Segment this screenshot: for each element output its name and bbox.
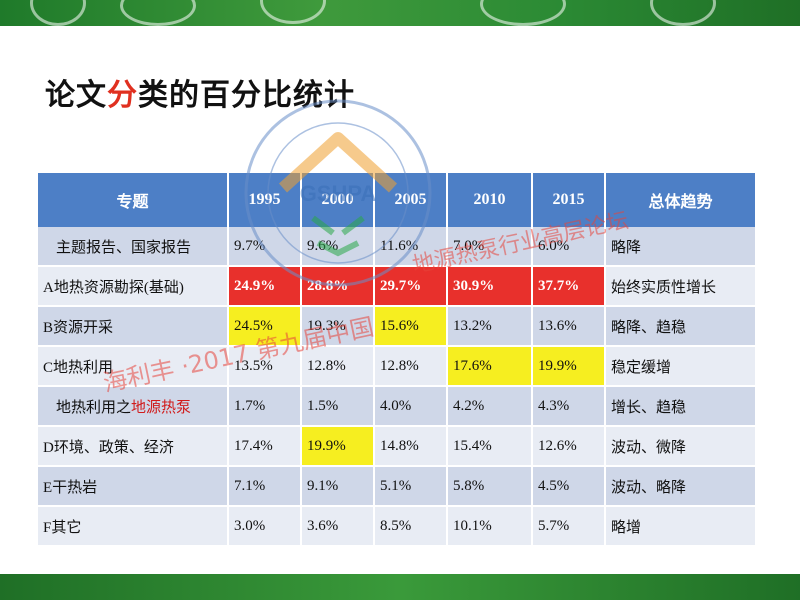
table-cell: 17.4%: [228, 426, 302, 467]
table-cell: 37.7%: [532, 266, 606, 307]
table-row: 主题报告、国家报告 9.7% 9.6% 11.6% 7.0% 6.0% 略降: [38, 227, 757, 267]
top-decorative-band: [0, 0, 800, 26]
table-cell: 19.9%: [532, 346, 606, 387]
slide-title: 论文分类的百分比统计: [45, 70, 355, 114]
table-row: A地热资源勘探(基础) 24.9% 28.8% 29.7% 30.9% 37.7…: [38, 266, 757, 307]
row-topic: B资源开采: [38, 306, 229, 347]
table-header-row: 专题 1995 2000 2005 2010 2015 总体趋势: [38, 173, 757, 227]
table-cell: 17.6%: [447, 346, 533, 387]
table-cell: 13.2%: [447, 306, 533, 347]
table-cell: 4.5%: [532, 466, 606, 507]
row-trend: 略降: [605, 227, 757, 267]
row-topic: E干热岩: [38, 466, 229, 507]
title-part2: 类的百分比统计: [138, 78, 355, 113]
title-part1: 论文: [45, 78, 107, 113]
row-trend: 略降、趋稳: [605, 306, 757, 347]
row-trend: 波动、微降: [605, 426, 757, 467]
table-cell: 13.6%: [532, 306, 606, 347]
table-cell: 8.5%: [374, 506, 448, 547]
table-cell: 1.5%: [301, 386, 375, 427]
table-cell: 3.6%: [301, 506, 375, 547]
table-cell: 24.9%: [228, 266, 302, 307]
header-2000: 2000: [301, 173, 375, 227]
header-1995: 1995: [228, 173, 302, 227]
row-topic: C地热利用: [38, 346, 229, 387]
table-cell: 7.1%: [228, 466, 302, 507]
row-topic: F其它: [38, 506, 229, 547]
table-cell: 12.8%: [374, 346, 448, 387]
table-cell: 19.3%: [301, 306, 375, 347]
row-trend: 始终实质性增长: [605, 266, 757, 307]
table-cell: 12.8%: [301, 346, 375, 387]
table-cell: 19.9%: [301, 426, 375, 467]
bottom-decorative-band: [0, 574, 800, 600]
row-trend: 波动、略降: [605, 466, 757, 507]
table-cell: 14.8%: [374, 426, 448, 467]
row-trend: 稳定缓增: [605, 346, 757, 387]
table-cell: 15.4%: [447, 426, 533, 467]
table-cell: 10.1%: [447, 506, 533, 547]
table-cell: 1.7%: [228, 386, 302, 427]
row-topic-prefix: 地热利用之: [56, 399, 132, 416]
row-trend: 略增: [605, 506, 757, 547]
table-cell: 12.6%: [532, 426, 606, 467]
table-cell: 5.7%: [532, 506, 606, 547]
header-2005: 2005: [374, 173, 448, 227]
table-cell: 11.6%: [374, 227, 448, 267]
row-topic-highlight: 地源热泵: [131, 399, 192, 416]
table-cell: 13.5%: [228, 346, 302, 387]
row-topic: 地热利用之地源热泵: [38, 386, 229, 427]
table-row: C地热利用 13.5% 12.8% 12.8% 17.6% 19.9% 稳定缓增: [38, 346, 757, 387]
row-topic: 主题报告、国家报告: [38, 227, 229, 267]
row-trend: 增长、趋稳: [605, 386, 757, 427]
table-cell: 24.5%: [228, 306, 302, 347]
table-row: 地热利用之地源热泵 1.7% 1.5% 4.0% 4.2% 4.3% 增长、趋稳: [38, 386, 757, 427]
table-cell: 29.7%: [374, 266, 448, 307]
table-cell: 5.1%: [374, 466, 448, 507]
header-trend: 总体趋势: [605, 173, 757, 227]
table-cell: 30.9%: [447, 266, 533, 307]
table-cell: 3.0%: [228, 506, 302, 547]
table-cell: 15.6%: [374, 306, 448, 347]
table-cell: 6.0%: [532, 227, 606, 267]
header-2010: 2010: [447, 173, 533, 227]
table-row: D环境、政策、经济 17.4% 19.9% 14.8% 15.4% 12.6% …: [38, 426, 757, 467]
row-topic: D环境、政策、经济: [38, 426, 229, 467]
table-row: E干热岩 7.1% 9.1% 5.1% 5.8% 4.5% 波动、略降: [38, 466, 757, 507]
title-highlight: 分: [107, 78, 138, 113]
table-cell: 9.7%: [228, 227, 302, 267]
table-row: F其它 3.0% 3.6% 8.5% 10.1% 5.7% 略增: [38, 506, 757, 547]
table-cell: 4.2%: [447, 386, 533, 427]
table-cell: 4.0%: [374, 386, 448, 427]
table-row: B资源开采 24.5% 19.3% 15.6% 13.2% 13.6% 略降、趋…: [38, 306, 757, 347]
table-cell: 9.1%: [301, 466, 375, 507]
header-2015: 2015: [532, 173, 606, 227]
row-topic: A地热资源勘探(基础): [38, 266, 229, 307]
table-cell: 28.8%: [301, 266, 375, 307]
header-topic: 专题: [38, 173, 229, 227]
table-cell: 9.6%: [301, 227, 375, 267]
table-cell: 5.8%: [447, 466, 533, 507]
table-cell: 4.3%: [532, 386, 606, 427]
table-cell: 7.0%: [447, 227, 533, 267]
statistics-table: 专题 1995 2000 2005 2010 2015 总体趋势 主题报告、国家…: [38, 173, 757, 547]
